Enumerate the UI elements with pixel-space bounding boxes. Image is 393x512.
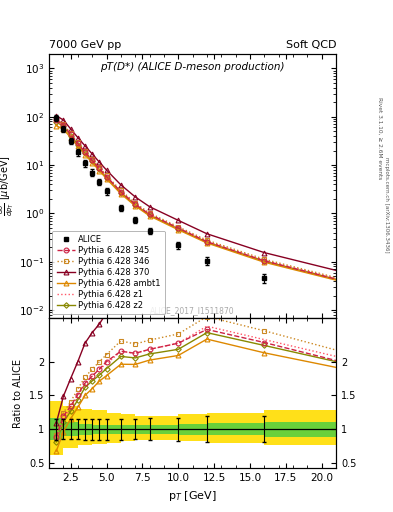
Y-axis label: Ratio to ALICE: Ratio to ALICE [13, 358, 23, 428]
Text: ALICE_2017_I1511870: ALICE_2017_I1511870 [150, 306, 235, 315]
Text: 7000 GeV pp: 7000 GeV pp [49, 39, 121, 50]
Text: mcplots.cern.ch [arXiv:1306.3436]: mcplots.cern.ch [arXiv:1306.3436] [384, 157, 389, 252]
Text: Soft QCD: Soft QCD [286, 39, 336, 50]
Text: pT(D*) (ALICE D-meson production): pT(D*) (ALICE D-meson production) [100, 61, 285, 72]
Y-axis label: $\frac{d\sigma}{dp_T}$ [$\mu$b/GeV]: $\frac{d\sigma}{dp_T}$ [$\mu$b/GeV] [0, 155, 16, 216]
Legend: ALICE, Pythia 6.428 345, Pythia 6.428 346, Pythia 6.428 370, Pythia 6.428 ambt1,: ALICE, Pythia 6.428 345, Pythia 6.428 34… [52, 230, 165, 314]
X-axis label: p$_T$ [GeV]: p$_T$ [GeV] [168, 489, 217, 503]
Text: Rivet 3.1.10, ≥ 2.6M events: Rivet 3.1.10, ≥ 2.6M events [377, 97, 382, 179]
